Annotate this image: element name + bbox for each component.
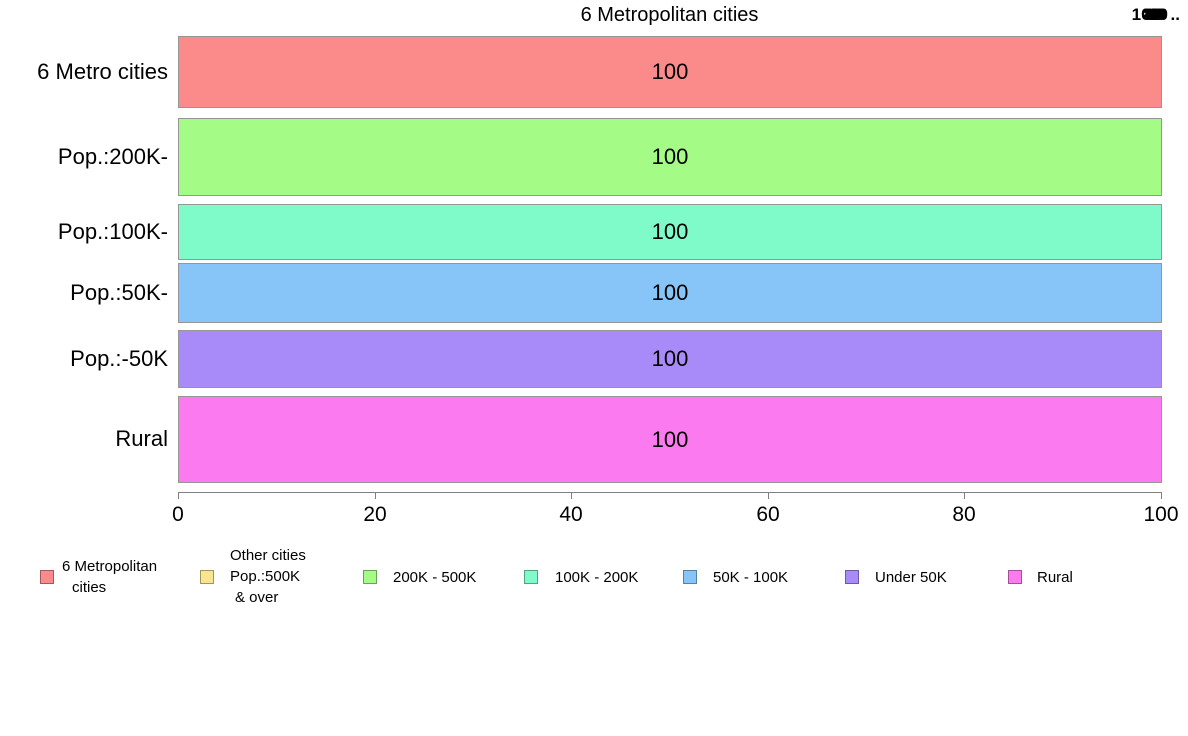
bar-pop-50k: 100 — [178, 263, 1162, 323]
artifact-label: 40 — [1147, 5, 1166, 24]
x-axis-tick — [964, 492, 965, 499]
legend-label-line: cities — [72, 579, 107, 596]
x-axis-tick — [375, 492, 376, 499]
bar-value-label: 100 — [651, 144, 689, 169]
legend-swatch-other-cities-500k-over — [200, 570, 214, 584]
legend-label-line: & over — [235, 589, 279, 606]
legend-swatch-100k-200k — [524, 570, 538, 584]
legend-label-line: 6 Metropolitan — [62, 558, 158, 575]
legend-label-other-cities-500k-over: Other cities Pop.:500K & over — [230, 545, 306, 608]
bar-value-label: 100 — [651, 280, 689, 305]
x-tick-label: 40 — [559, 503, 583, 526]
artifact-ellipsis: .. — [1170, 5, 1180, 24]
x-tick-label: 0 — [172, 503, 184, 526]
bar-value-label: 100 — [651, 346, 689, 371]
category-label-rural: Rural — [115, 426, 168, 451]
bar-pop-under-50k: 100 — [178, 330, 1162, 388]
category-label-pop-100k: Pop.:100K- — [57, 219, 168, 244]
artifact-label: 60 — [1145, 5, 1164, 24]
x-axis-tick — [178, 492, 179, 499]
legend-label-rural: Rural — [1037, 567, 1073, 588]
legend-label-line: Pop.:500K — [230, 568, 301, 585]
bar-6-metro-cities: 100 — [178, 36, 1162, 108]
category-label-pop-50k: Pop.:50K- — [70, 280, 168, 305]
artifact-label: 80 — [1143, 5, 1162, 24]
x-axis-line — [178, 492, 1162, 493]
x-tick-label: 20 — [363, 503, 387, 526]
legend-label-line: Other cities — [230, 547, 306, 564]
legend-swatch-6-metropolitan-cities — [40, 570, 54, 584]
legend-label-50k-100k: 50K - 100K — [713, 567, 788, 588]
legend-label-line: 100K - 200K — [555, 569, 639, 586]
x-tick-label: 100 — [1143, 503, 1179, 526]
bar-pop-200k: 100 — [178, 118, 1162, 196]
x-axis-tick — [768, 492, 769, 499]
legend-swatch-rural — [1008, 570, 1022, 584]
legend-label-100k-200k: 100K - 200K — [555, 567, 638, 588]
legend-label-6-metropolitan-cities: 6 Metropolitan cities — [62, 556, 157, 598]
legend-swatch-200k-500k — [363, 570, 377, 584]
category-label-pop-under-50k: Pop.:-50K — [70, 346, 168, 371]
bar-value-label: 100 — [651, 426, 689, 452]
x-axis-tick — [1161, 492, 1162, 499]
chart-title: 6 Metropolitan cities — [580, 4, 759, 26]
artifact-label: 100 — [1131, 5, 1160, 24]
overlapping-tick-labels-artifact: 20 40 60 80 100 .. — [1131, 5, 1180, 25]
category-label-pop-200k: Pop.:200K- — [57, 144, 168, 169]
bar-rural: 100 — [178, 396, 1162, 483]
legend-label-line: Under 50K — [875, 569, 947, 586]
bar-pop-100k: 100 — [178, 204, 1162, 260]
x-tick-label: 60 — [756, 503, 780, 526]
artifact-label: 20 — [1149, 5, 1168, 24]
category-label-6-metro-cities: 6 Metro cities — [37, 59, 168, 84]
x-axis-tick — [571, 492, 572, 499]
legend-swatch-50k-100k — [683, 570, 697, 584]
legend-label-line: 50K - 100K — [713, 569, 789, 586]
legend-label-200k-500k: 200K - 500K — [393, 567, 476, 588]
legend-label-line: Rural — [1037, 569, 1073, 586]
legend-swatch-under-50k — [845, 570, 859, 584]
legend-label-under-50k: Under 50K — [875, 567, 947, 588]
legend-label-line: 200K - 500K — [393, 569, 477, 586]
bar-value-label: 100 — [651, 219, 689, 244]
x-tick-label: 80 — [952, 503, 976, 526]
bar-value-label: 100 — [651, 59, 689, 84]
